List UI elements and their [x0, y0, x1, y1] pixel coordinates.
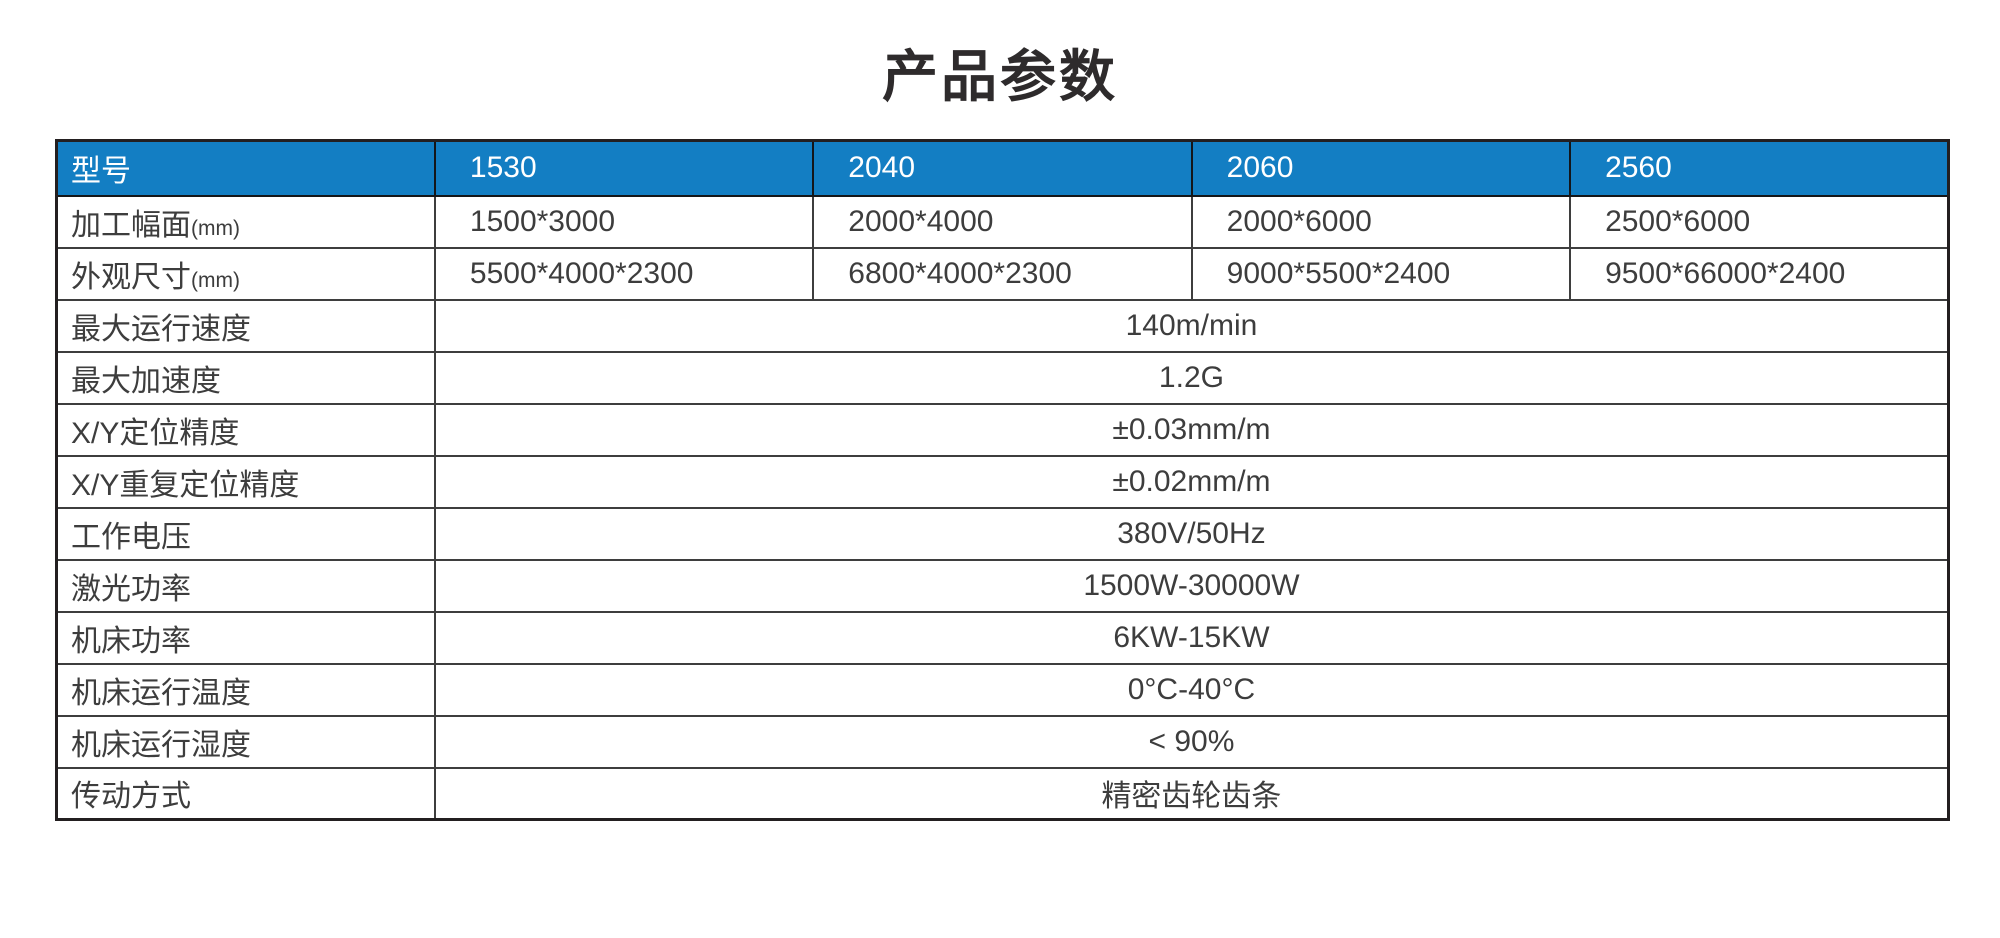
table-row: 最大运行速度 140m/min: [55, 298, 1950, 353]
page-title: 产品参数: [882, 45, 1118, 108]
span-value-cell: 精密齿轮齿条: [433, 766, 1950, 821]
table-header-row: 型号 1530 2040 2060 2560: [55, 139, 1950, 197]
value-cell: 9000*5500*2400: [1190, 246, 1572, 301]
row-label: 传动方式: [55, 766, 436, 821]
table-row: X/Y定位精度 ±0.03mm/m: [55, 402, 1950, 457]
row-label: X/Y定位精度: [55, 402, 436, 457]
table-row: X/Y重复定位精度 ±0.02mm/m: [55, 454, 1950, 509]
row-label: X/Y重复定位精度: [55, 454, 436, 509]
span-value-cell: 0°C-40°C: [433, 662, 1950, 717]
value-cell: 2500*6000: [1569, 194, 1950, 249]
header-model-cell: 1530: [433, 139, 815, 197]
value-cell: 5500*4000*2300: [433, 246, 815, 301]
row-label: 机床运行湿度: [55, 714, 436, 769]
row-label-text: 机床运行温度: [71, 676, 251, 710]
table-row: 传动方式 精密齿轮齿条: [55, 766, 1950, 821]
header-model-cell: 2560: [1569, 139, 1950, 197]
span-value-cell: 1.2G: [433, 350, 1950, 405]
table-row: 最大加速度 1.2G: [55, 350, 1950, 405]
span-value-cell: 380V/50Hz: [433, 506, 1950, 561]
header-model-cell: 2040: [812, 139, 1193, 197]
value-cell: 2000*4000: [812, 194, 1193, 249]
row-label-text: 最大加速度: [71, 364, 221, 398]
row-label-text: 加工幅面: [71, 208, 191, 242]
row-label-text: 机床功率: [71, 624, 191, 658]
span-value-cell: 140m/min: [433, 298, 1950, 353]
table-row: 外观尺寸(mm) 5500*4000*2300 6800*4000*2300 9000…: [55, 246, 1950, 301]
value-cell: 9500*66000*2400: [1569, 246, 1950, 301]
row-label-text: 最大运行速度: [71, 312, 251, 346]
table-row: 工作电压 380V/50Hz: [55, 506, 1950, 561]
table-row: 加工幅面(mm) 1500*3000 2000*4000 2000*6000 2500*…: [55, 194, 1950, 249]
value-cell: 2000*6000: [1190, 194, 1572, 249]
row-label: 激光功率: [55, 558, 436, 613]
header-model-label: 型号: [55, 139, 436, 197]
row-label-unit: (mm): [191, 268, 240, 292]
value-cell: 1500*3000: [433, 194, 815, 249]
table-row: 机床功率 6KW-15KW: [55, 610, 1950, 665]
row-label: 最大运行速度: [55, 298, 436, 353]
row-label: 外观尺寸(mm): [55, 246, 436, 301]
value-cell: 6800*4000*2300: [812, 246, 1193, 301]
row-label: 最大加速度: [55, 350, 436, 405]
row-label: 加工幅面(mm): [55, 194, 436, 249]
row-label-text: 激光功率: [71, 572, 191, 606]
row-label-text: 机床运行湿度: [71, 728, 251, 762]
row-label: 机床功率: [55, 610, 436, 665]
table-header: 型号 1530 2040 2060 2560: [55, 139, 1950, 197]
span-value-cell: ±0.03mm/m: [433, 402, 1950, 457]
row-label-unit: (mm): [191, 216, 240, 240]
header-model-cell: 2060: [1190, 139, 1572, 197]
row-label-text: 工作电压: [71, 520, 191, 554]
table-row: 激光功率 1500W-30000W: [55, 558, 1950, 613]
row-label-text: 外观尺寸: [71, 260, 191, 294]
row-label: 机床运行温度: [55, 662, 436, 717]
span-value-cell: < 90%: [433, 714, 1950, 769]
table-body: 加工幅面(mm) 1500*3000 2000*4000 2000*6000 2500*…: [55, 194, 1950, 821]
row-label: 工作电压: [55, 506, 436, 561]
span-value-cell: 6KW-15KW: [433, 610, 1950, 665]
span-value-cell: ±0.02mm/m: [433, 454, 1950, 509]
row-label-text: 传动方式: [71, 780, 191, 814]
table-row: 机床运行温度 0°C-40°C: [55, 662, 1950, 717]
row-label-text: X/Y重复定位精度: [71, 468, 300, 502]
product-parameters-table: 型号 1530 2040 2060 2560 加工幅面(mm) 1500*3000 200…: [55, 139, 1950, 821]
span-value-cell: 1500W-30000W: [433, 558, 1950, 613]
table-row: 机床运行湿度 < 90%: [55, 714, 1950, 769]
row-label-text: X/Y定位精度: [71, 416, 240, 450]
